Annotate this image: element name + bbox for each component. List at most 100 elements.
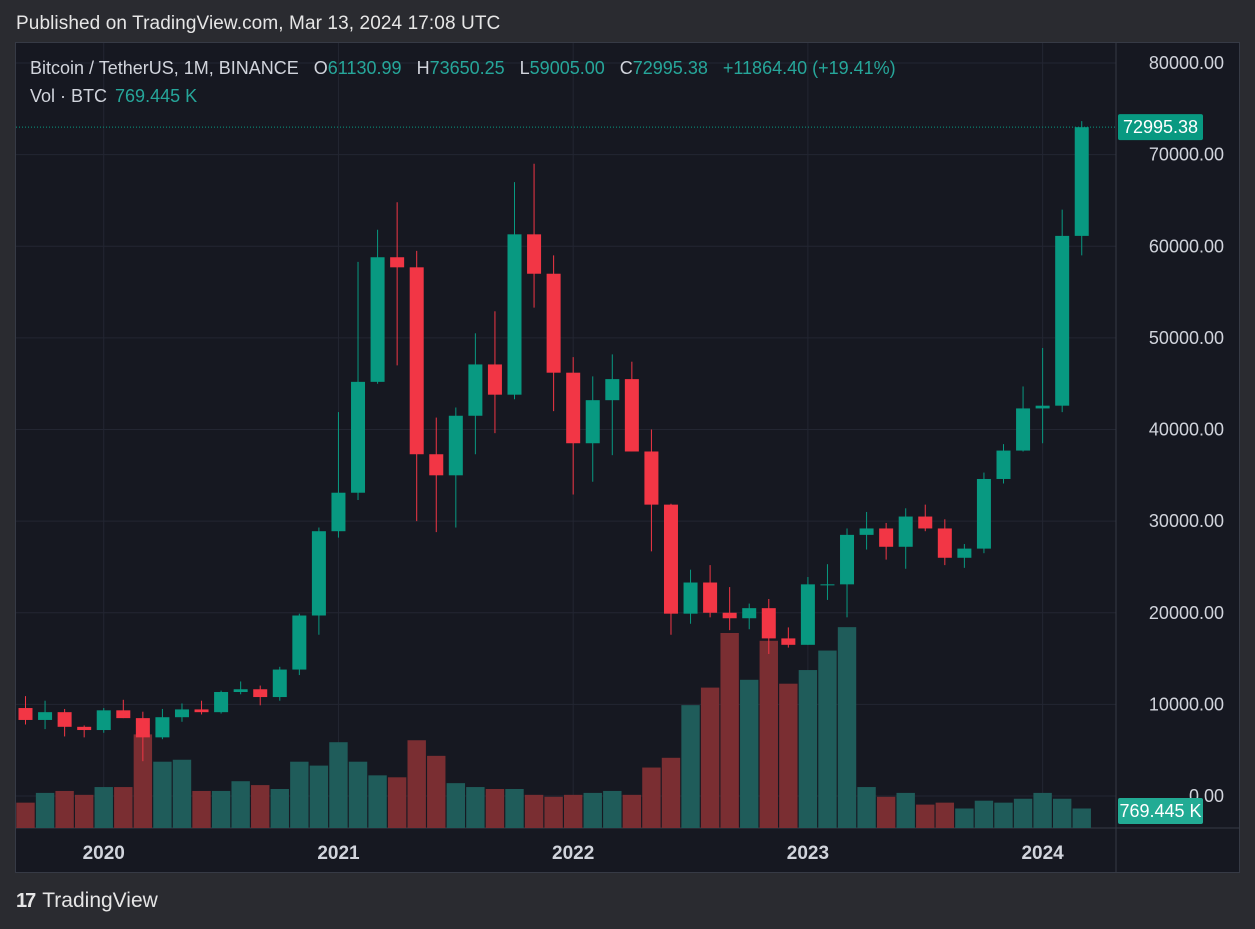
candle-body [527,234,542,274]
candle-body [781,638,796,645]
volume-bar [1052,798,1072,828]
volume-bar [857,787,876,828]
candle-body [976,478,991,549]
tradingview-logo-icon: 17 [16,889,36,912]
candle-body [566,372,581,444]
volume-bar [798,670,818,828]
candle-body [722,612,737,619]
volume-bar [387,777,407,828]
candle-body [1016,408,1031,451]
ohlc-legend: Bitcoin / TetherUS, 1M, BINANCE O61130.9… [30,58,906,79]
candle-body [38,712,53,720]
tradingview-brand[interactable]: 17 TradingView [16,889,158,913]
volume-bar [309,765,329,828]
volume-badge [1118,798,1203,824]
candle-body [135,718,150,738]
candle-body [253,689,268,698]
volume-bar [231,781,250,828]
candle-body [77,726,92,731]
candle-body [663,504,678,614]
volume-bar [955,808,974,828]
open-value: 61130.99 [327,58,402,78]
candle-body [996,450,1011,479]
candle-body [1055,235,1070,406]
candle-body [1074,127,1089,236]
chart-pane[interactable]: 80000.00 70000.00 60000.00 50000.00 40000.00… [15,42,1240,873]
candle-body [957,548,972,558]
volume-bar [74,794,94,828]
volume-bar [603,790,622,828]
volume-badge-label: 769.445 K [1119,801,1201,821]
candle-body [57,712,72,727]
candle-body [292,615,307,670]
x-tick-label: 2024 [1021,843,1064,864]
low-label: L [519,58,530,78]
volume-bar [153,761,172,828]
candle-body [214,692,229,713]
volume-bar [740,679,759,828]
volume-bar [427,755,446,828]
price-badge-label: 72995.38 [1123,117,1198,137]
y-tick-label: 10000.00 [1149,694,1224,714]
close-label: C [619,58,633,78]
volume-bar [55,790,74,828]
volume-bar [466,787,485,828]
candle-body [331,492,346,532]
volume-bar [446,783,466,828]
x-tick-label: 2021 [317,843,360,864]
volume-bar [1013,798,1033,828]
close-value: 72995.38 [632,58,708,78]
candle-body [18,708,33,720]
volume-bar [172,759,192,828]
volume-bar [211,790,231,828]
candle-body [918,516,933,529]
volume-bar [994,802,1013,828]
candle-body [624,379,639,452]
volume-bar [700,687,720,828]
candle-body [468,364,483,416]
candle-body [351,381,366,493]
candle-body [840,534,855,585]
symbol-label[interactable]: Bitcoin / TetherUS, 1M, BINANCE [30,58,299,78]
candle-body [742,608,757,619]
candle-body [879,528,894,547]
y-tick-label: 50000.00 [1149,328,1224,348]
candle-body [487,364,502,395]
high-label: H [416,58,430,78]
volume-bar [290,761,309,828]
volume-bar [622,794,642,828]
candle-body [116,710,131,719]
volume-bar [642,767,661,828]
volume-bar [270,789,289,828]
volume-legend: Vol · BTC 769.445 K [30,86,197,107]
volume-bar [329,742,348,828]
y-tick-label: 70000.00 [1149,145,1224,165]
volume-bar [837,627,857,828]
candle-body [800,584,815,645]
volume-bar [1033,792,1052,828]
candle-body [820,584,835,586]
volume-bar [896,792,915,828]
volume-bar [348,761,368,828]
candlestick-chart[interactable]: 80000.00 70000.00 60000.00 50000.00 40000.00… [16,43,1240,873]
volume-bar [935,802,955,828]
volume-bar [759,640,778,828]
volume-label[interactable]: Vol · BTC [30,86,108,106]
candle-body [233,689,248,693]
open-label: O [313,58,328,78]
candle-body [272,669,287,698]
volume-value: 769.445 K [115,86,198,106]
volume-bar [485,789,505,828]
volume-bar [16,802,35,828]
volume-bar [505,789,524,828]
volume-bar [192,790,211,828]
volume-bar [544,796,563,828]
volume-bar [524,794,544,828]
candle-body [429,454,444,476]
candle-body [174,709,189,718]
volume-bar [407,740,426,828]
candle-body [683,582,698,614]
candle-body [585,400,600,444]
candle-body [370,257,385,382]
volume-bar [916,804,935,828]
